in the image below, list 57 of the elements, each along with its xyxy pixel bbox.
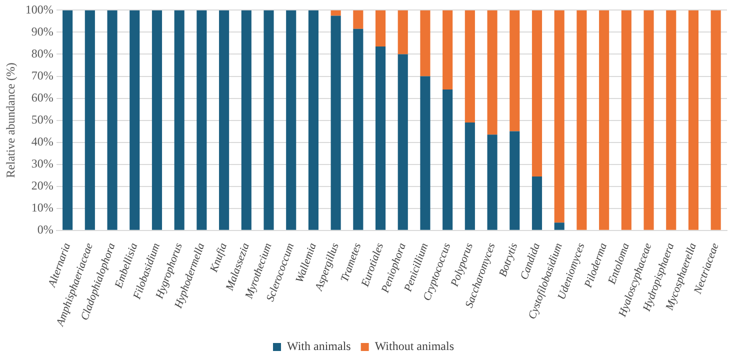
bar <box>532 10 542 176</box>
bar <box>666 10 676 230</box>
bar <box>464 10 475 122</box>
bar <box>174 10 184 230</box>
bar <box>375 46 386 230</box>
bar <box>219 10 230 230</box>
bar <box>688 10 698 230</box>
bar <box>375 10 386 47</box>
y-tick-label: 30% <box>31 156 54 170</box>
bar <box>353 10 364 29</box>
y-tick-label: 90% <box>31 24 54 38</box>
bar <box>487 134 498 230</box>
bar <box>464 122 475 230</box>
bar <box>621 10 632 230</box>
legend-label: Without animals <box>374 339 454 354</box>
bar <box>84 10 95 230</box>
y-tick-label: 60% <box>31 90 54 104</box>
bar <box>710 10 721 230</box>
bar <box>152 10 162 230</box>
bar <box>398 10 408 54</box>
y-tick-label: 100% <box>25 2 54 16</box>
bar <box>599 10 610 230</box>
bar <box>420 76 430 230</box>
bar <box>330 10 341 16</box>
bar <box>286 10 296 230</box>
y-tick-label: 50% <box>31 112 54 126</box>
bar <box>130 10 140 230</box>
x-tick-label: Knufia <box>208 241 230 275</box>
y-tick-label: 10% <box>31 200 54 215</box>
bar <box>308 10 318 230</box>
bar <box>241 10 252 230</box>
bar <box>62 10 73 230</box>
y-axis-title: Relative abundance (%) <box>3 62 18 178</box>
y-tick-label: 0% <box>37 222 54 237</box>
bar <box>487 10 498 135</box>
bar <box>442 89 453 230</box>
bar <box>442 10 453 90</box>
bar <box>398 54 408 230</box>
bar <box>554 10 564 223</box>
bar <box>532 176 542 230</box>
y-tick-label: 70% <box>31 68 54 82</box>
bar <box>576 10 587 230</box>
y-tick-label: 20% <box>31 178 54 193</box>
x-tick-label: Botrytis <box>497 242 520 278</box>
y-tick-label: 40% <box>31 134 54 148</box>
bar <box>554 222 564 230</box>
bar <box>353 28 364 230</box>
bar <box>196 10 207 230</box>
bar <box>420 10 430 76</box>
legend-label: With animals <box>286 339 352 354</box>
bar <box>510 131 520 230</box>
bar <box>107 10 118 230</box>
bar <box>510 10 520 132</box>
y-tick-label: 80% <box>31 46 54 60</box>
bar <box>644 10 654 230</box>
bar <box>264 10 274 230</box>
bar <box>330 16 341 230</box>
